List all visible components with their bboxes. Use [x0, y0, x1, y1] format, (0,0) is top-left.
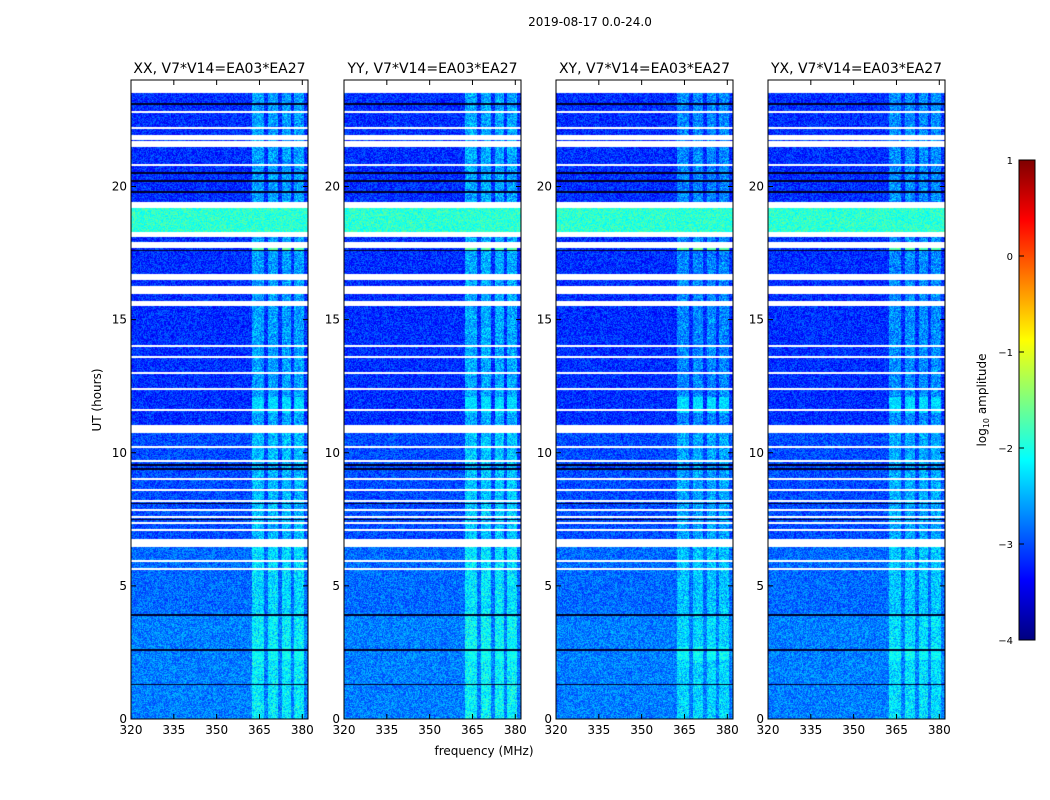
y-tick-label: 10 [112, 446, 127, 460]
y-tick-label: 20 [749, 180, 764, 194]
x-tick-label: 320 [757, 723, 780, 737]
x-tick-label: 335 [587, 723, 610, 737]
panel-title: YX, V7*V14=EA03*EA27 [770, 61, 942, 77]
x-tick-label: 365 [885, 723, 908, 737]
x-tick-label: 365 [673, 723, 696, 737]
colorbar-tick-label: 0 [1007, 252, 1013, 263]
y-tick-label: 0 [119, 712, 127, 726]
y-tick-label: 10 [749, 446, 764, 460]
panel-3: YX, V7*V14=EA03*EA27 320 335 350 365 380 0 5 10 1… [749, 61, 951, 737]
x-tick-label: 350 [630, 723, 653, 737]
panel-frame [767, 79, 946, 720]
x-tick-label: 365 [461, 723, 484, 737]
panels: XX, V7*V14=EA03*EA27 320 335 350 365 380 0 5 10 1… [112, 61, 951, 737]
colorbar-label: log10 amplitude [975, 354, 991, 447]
y-tick-label: 15 [112, 313, 127, 327]
spectrogram-image [556, 80, 733, 719]
panel-2: XY, V7*V14=EA03*EA27 320 335 350 365 380 0 5 10 1… [537, 61, 739, 737]
x-tick-label: 380 [291, 723, 314, 737]
spectrogram-image [768, 80, 945, 719]
colorbar-gradient [1018, 159, 1036, 641]
figure-title: 2019-08-17 0.0-24.0 [528, 15, 652, 29]
x-tick-label: 380 [716, 723, 739, 737]
y-tick-label: 15 [537, 313, 552, 327]
x-tick-label: 350 [205, 723, 228, 737]
x-tick-label: 350 [418, 723, 441, 737]
spectrogram-image [344, 80, 521, 719]
x-tick-label: 380 [928, 723, 951, 737]
x-tick-label: 320 [333, 723, 356, 737]
y-tick-label: 5 [544, 579, 552, 593]
panel-title: XX, V7*V14=EA03*EA27 [133, 61, 305, 77]
colorbar-tick-label: −3 [998, 540, 1013, 551]
colorbar: 1 0 −1 −2 −3 −4 log10 amplitude [975, 156, 1036, 647]
x-tick-label: 320 [545, 723, 568, 737]
y-tick-label: 5 [756, 579, 764, 593]
panel-title: XY, V7*V14=EA03*EA27 [559, 61, 730, 77]
y-tick-label: 15 [325, 313, 340, 327]
x-tick-label: 365 [248, 723, 271, 737]
y-tick-label: 5 [119, 579, 127, 593]
colorbar-tick-label: −2 [998, 444, 1013, 455]
panel-frame [130, 79, 309, 720]
spectrogram-image [131, 80, 308, 719]
colorbar-tick-label: 1 [1007, 156, 1013, 167]
y-tick-label: 0 [332, 712, 340, 726]
x-tick-label: 335 [799, 723, 822, 737]
panel-1: YY, V7*V14=EA03*EA27 320 335 350 365 380 0 5 10 1… [325, 61, 527, 737]
panel-title: YY, V7*V14=EA03*EA27 [346, 61, 517, 77]
y-axis-label: UT (hours) [90, 368, 104, 431]
panel-frame [555, 79, 734, 720]
y-tick-label: 0 [544, 712, 552, 726]
x-tick-label: 350 [842, 723, 865, 737]
y-tick-label: 15 [749, 313, 764, 327]
x-tick-label: 335 [162, 723, 185, 737]
panel-0: XX, V7*V14=EA03*EA27 320 335 350 365 380 0 5 10 1… [112, 61, 314, 737]
panel-frame [343, 79, 522, 720]
y-tick-label: 5 [332, 579, 340, 593]
colorbar-tick-label: −1 [998, 348, 1013, 359]
y-tick-label: 20 [537, 180, 552, 194]
x-tick-label: 335 [375, 723, 398, 737]
x-tick-label: 320 [120, 723, 143, 737]
x-tick-label: 380 [504, 723, 527, 737]
y-tick-label: 10 [537, 446, 552, 460]
y-tick-label: 20 [112, 180, 127, 194]
y-tick-label: 10 [325, 446, 340, 460]
x-axis-label: frequency (MHz) [434, 744, 533, 758]
colorbar-tick-label: −4 [998, 636, 1013, 647]
y-tick-label: 20 [325, 180, 340, 194]
y-tick-label: 0 [756, 712, 764, 726]
